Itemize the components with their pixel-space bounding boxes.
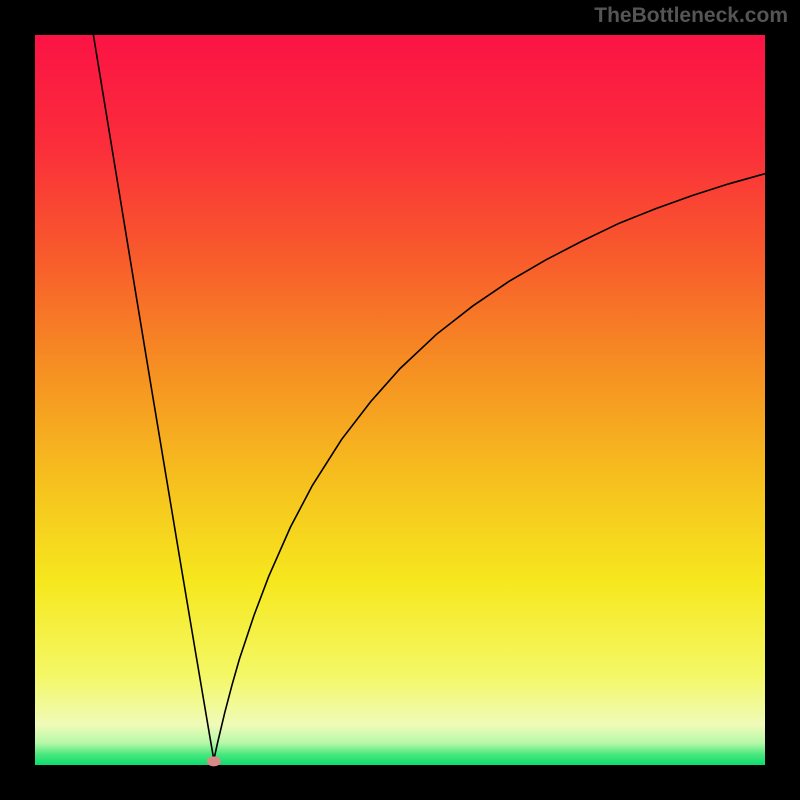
bottleneck-plot (0, 0, 800, 800)
minimum-marker (207, 757, 220, 766)
plot-background (35, 35, 765, 765)
figure-root: TheBottleneck.com (0, 0, 800, 800)
watermark-text: TheBottleneck.com (594, 4, 788, 28)
